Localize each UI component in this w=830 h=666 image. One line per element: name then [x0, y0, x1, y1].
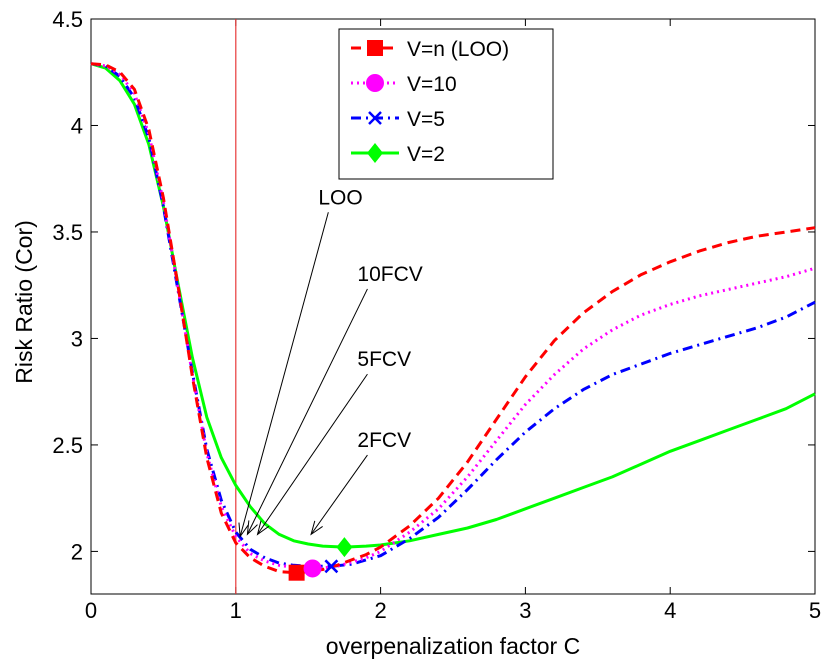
- x-marker-stroke: [324, 559, 339, 574]
- x-tick-label: 2: [374, 598, 386, 623]
- annotation-arrow: [257, 373, 368, 535]
- y-axis-label: Risk Ratio (Cor): [11, 220, 37, 384]
- x-tick-label: 1: [230, 598, 242, 623]
- x-tick-label: 3: [519, 598, 531, 623]
- series-marker-v-10: [303, 559, 322, 578]
- annotation-label: 5FCV: [357, 348, 411, 371]
- annotation-arrowhead: [246, 520, 258, 536]
- annotation-arrow: [239, 212, 329, 537]
- x-tick-label: 0: [85, 598, 97, 623]
- x-marker-stroke: [368, 111, 382, 125]
- y-tick-label: 4.5: [52, 7, 83, 32]
- annotation-arrowhead: [238, 522, 249, 538]
- legend-marker: [367, 40, 383, 56]
- x-axis-label: overpenalization factor C: [326, 633, 580, 659]
- legend: V=n (LOO) V=10 V=5 V=2: [338, 28, 554, 180]
- y-tick-label: 3.5: [52, 220, 83, 245]
- y-tick-label: 2.5: [52, 433, 83, 458]
- axes: 0 1 2 3 4 5 2 2.5 3 3.5 4 4.5: [52, 7, 821, 623]
- y-tick-label: 2: [71, 539, 83, 564]
- series-marker-v-5: [324, 559, 339, 574]
- y-tick-label: 4: [71, 113, 83, 138]
- series-marker-v-n-loo-: [288, 564, 305, 581]
- annotation-label: 10FCV: [357, 263, 422, 286]
- legend-label: V=n (LOO): [407, 38, 509, 61]
- legend-marker: [367, 143, 383, 163]
- annotation-arrow: [246, 288, 368, 535]
- legend-label: V=10: [407, 73, 457, 96]
- plot-frame: [90, 18, 816, 595]
- series-marker-v-2: [336, 537, 353, 558]
- series-layer: [90, 62, 816, 581]
- legend-marker: [368, 111, 382, 125]
- annotation-arrowhead: [310, 520, 323, 536]
- y-tick-label: 3: [71, 326, 83, 351]
- legend-marker: [366, 74, 384, 92]
- x-tick-label: 5: [809, 598, 821, 623]
- annotation-arrow: [310, 454, 368, 535]
- legend-label: V=2: [407, 143, 445, 166]
- annotation-label: 2FCV: [357, 429, 411, 452]
- legend-label: V=5: [407, 108, 445, 131]
- annotations-layer: LOO 10FCV 5FCV 2FCV: [238, 186, 423, 538]
- annotation-arrowhead: [256, 520, 270, 536]
- annotation-label: LOO: [318, 186, 362, 209]
- series-line-v-n-loo-: [90, 62, 816, 575]
- x-tick-label: 4: [664, 598, 676, 623]
